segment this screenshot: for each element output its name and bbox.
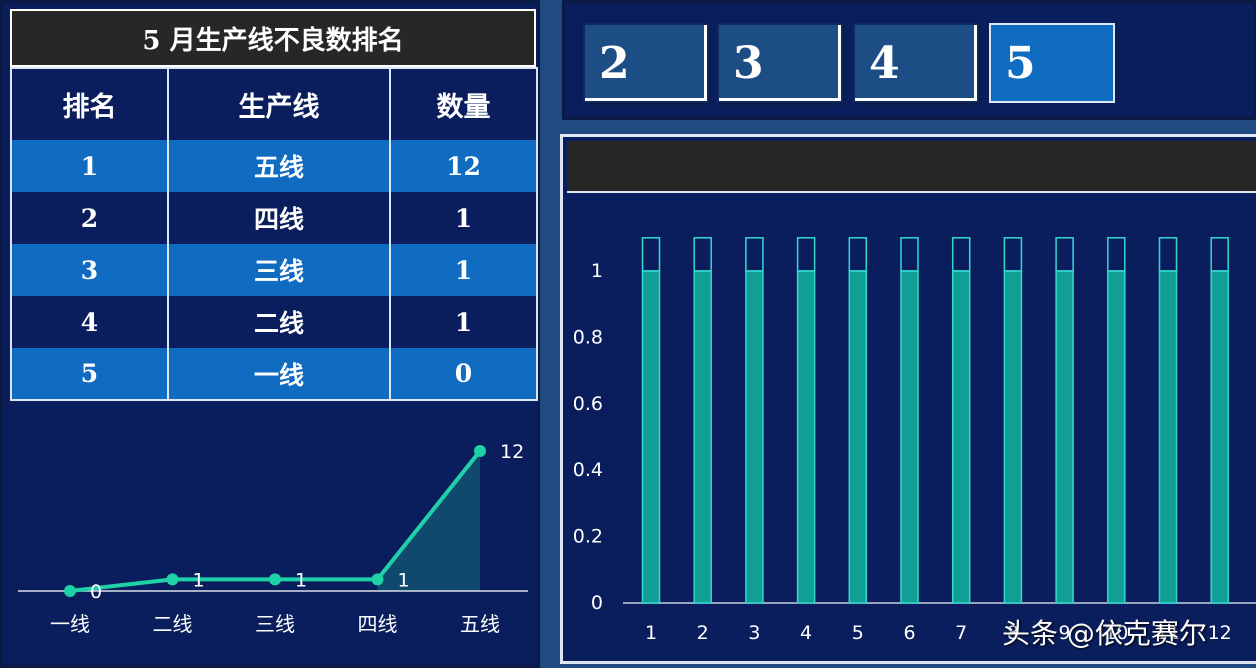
data-point — [474, 445, 486, 457]
month-tab-bar: 2 3 4 5 — [562, 0, 1256, 120]
data-point — [64, 585, 76, 597]
table-row: 4 二线 1 — [10, 296, 538, 348]
rank-cell: 4 — [10, 296, 169, 348]
line-cell: 二线 — [167, 296, 391, 348]
count-cell: 1 — [389, 296, 538, 348]
table-row: 1 五线 12 — [10, 140, 538, 192]
bar — [951, 270, 971, 604]
line-cell: 五线 — [167, 140, 391, 192]
bar-chart: 00.20.40.60.811 2 3 4 5 6 7 8 9 10 11 12 — [573, 237, 1256, 644]
bar-cap — [1107, 237, 1126, 272]
ranking-panel: 5 月生产线不良数排名 排名 生产线 数量 1 五线 12 2 四线 1 3 三… — [0, 0, 540, 668]
bar-cap — [848, 237, 868, 272]
ranking-title: 5 月生产线不良数排名 — [10, 9, 536, 67]
data-label: 1 — [193, 569, 205, 591]
y-tick-label: 1 — [591, 260, 603, 282]
bar-cap — [1055, 237, 1074, 272]
category-label: 四线 — [358, 612, 398, 636]
bar — [1210, 270, 1229, 604]
bar — [641, 270, 661, 604]
header-count: 数量 — [389, 67, 538, 140]
ranking-table: 排名 生产线 数量 1 五线 12 2 四线 1 3 三线 1 4 二线 1 5… — [10, 67, 538, 401]
data-point — [371, 573, 384, 586]
category-label: 三线 — [255, 612, 295, 636]
x-tick-label: 7 — [955, 622, 967, 644]
x-tick-label: 10 — [1104, 622, 1128, 644]
tab-month-2[interactable]: 2 — [583, 23, 709, 103]
x-tick-label: 9 — [1059, 622, 1071, 644]
bar — [848, 270, 868, 604]
bar-cap — [951, 237, 971, 272]
rank-cell: 2 — [10, 192, 169, 244]
y-tick-label: 0.2 — [573, 526, 603, 548]
bar — [796, 270, 816, 604]
data-label: 0 — [90, 581, 102, 603]
x-tick-label: 6 — [903, 622, 915, 644]
tab-month-4[interactable]: 4 — [853, 23, 979, 103]
line-cell: 一线 — [167, 348, 391, 401]
y-tick-label: 0.6 — [573, 393, 603, 415]
rank-cell: 1 — [10, 140, 169, 192]
count-cell: 1 — [389, 244, 538, 296]
x-tick-label: 5 — [852, 622, 864, 644]
bar-cap — [693, 237, 712, 272]
data-label: 12 — [500, 441, 524, 463]
category-label: 二线 — [153, 612, 193, 636]
tab-month-5[interactable]: 5 — [989, 23, 1115, 103]
count-cell: 12 — [389, 140, 538, 192]
bar — [900, 270, 919, 604]
y-tick-label: 0.4 — [573, 459, 603, 481]
bar-cap — [1003, 237, 1023, 272]
header-line: 生产线 — [167, 67, 391, 140]
watermark: 头条 @依克赛尔 — [1002, 617, 1207, 650]
bar — [693, 270, 712, 604]
bar-cap — [900, 237, 919, 272]
tab-month-3[interactable]: 3 — [717, 23, 843, 103]
x-tick-label: 11 — [1156, 622, 1180, 644]
bar-cap — [641, 237, 661, 272]
bar — [745, 270, 764, 604]
x-tick-label: 4 — [800, 622, 812, 644]
bar-chart-header — [567, 141, 1256, 193]
data-point — [269, 573, 281, 586]
bar-chart-panel: 0 0.2 0.4 0.6 0.8 1 1 2 3 4 5 6 7 8 9 10 11 12 — [560, 134, 1256, 664]
bar — [1003, 270, 1023, 604]
rank-cell: 5 — [10, 348, 169, 401]
bar — [1107, 270, 1126, 604]
y-tick-label: 0 — [591, 592, 603, 614]
x-tick-label: 8 — [1007, 622, 1019, 644]
rank-cell: 3 — [10, 244, 169, 296]
bar-cap — [1158, 237, 1178, 272]
header-rank: 排名 — [10, 67, 169, 140]
bar-cap — [1210, 237, 1229, 272]
data-point — [166, 573, 179, 586]
table-row: 2 四线 1 — [10, 192, 538, 244]
x-tick-label: 12 — [1208, 622, 1232, 644]
x-tick-label: 2 — [697, 622, 709, 644]
category-label: 五线 — [460, 612, 500, 636]
y-tick-label: 0.8 — [573, 326, 603, 348]
line-cell: 四线 — [167, 192, 391, 244]
data-label: 1 — [295, 569, 307, 591]
bar — [1055, 270, 1074, 604]
x-tick-label: 1 — [645, 622, 657, 644]
line-cell: 三线 — [167, 244, 391, 296]
bar-cap — [745, 237, 764, 272]
count-cell: 1 — [389, 192, 538, 244]
table-row: 5 一线 0 — [10, 348, 538, 401]
table-row: 3 三线 1 — [10, 244, 538, 296]
count-cell: 0 — [389, 348, 538, 401]
data-label: 1 — [398, 569, 410, 591]
bar — [1158, 270, 1178, 604]
bar-cap — [796, 237, 816, 272]
category-label: 一线 — [50, 612, 90, 636]
x-tick-label: 3 — [748, 622, 760, 644]
